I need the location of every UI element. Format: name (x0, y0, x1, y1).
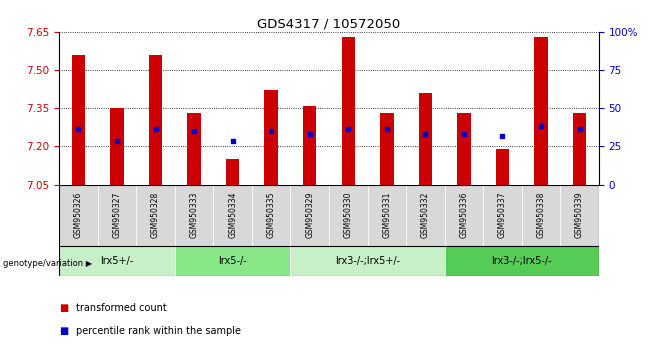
Text: GSM950338: GSM950338 (536, 192, 545, 238)
Text: GSM950334: GSM950334 (228, 192, 237, 238)
Bar (98, 184, 136, 246)
Bar (368, 184, 406, 246)
Bar (329, 184, 368, 246)
Text: GSM950330: GSM950330 (343, 192, 353, 238)
Bar (560, 184, 599, 246)
Bar (303, 105, 316, 184)
Bar (175, 184, 213, 246)
Text: GSM950328: GSM950328 (151, 192, 160, 238)
Text: GSM950336: GSM950336 (459, 192, 468, 238)
Text: GSM950337: GSM950337 (498, 192, 507, 238)
Bar (290, 246, 445, 276)
Bar (445, 246, 599, 276)
Bar (213, 184, 252, 246)
Bar (265, 90, 278, 184)
Text: lrx5-/-: lrx5-/- (218, 256, 247, 266)
Bar (380, 113, 393, 184)
Bar (252, 184, 290, 246)
Text: GSM950335: GSM950335 (266, 192, 276, 238)
Bar (495, 149, 509, 184)
Bar (136, 184, 175, 246)
Bar (522, 184, 560, 246)
Bar (445, 184, 483, 246)
Text: genotype/variation ▶: genotype/variation ▶ (3, 259, 93, 268)
Text: lrx3-/-;lrx5+/-: lrx3-/-;lrx5+/- (335, 256, 400, 266)
Bar (457, 113, 470, 184)
Text: ■: ■ (59, 326, 68, 336)
Bar (188, 113, 201, 184)
Bar (59, 184, 98, 246)
Bar (226, 159, 240, 184)
Text: transformed count: transformed count (76, 303, 166, 313)
Text: lrx5+/-: lrx5+/- (101, 256, 134, 266)
Bar (175, 246, 290, 276)
Text: percentile rank within the sample: percentile rank within the sample (76, 326, 241, 336)
Text: GSM950333: GSM950333 (190, 192, 199, 238)
Bar (342, 37, 355, 184)
Bar (72, 55, 86, 184)
Text: GSM950326: GSM950326 (74, 192, 83, 238)
Text: lrx3-/-;lrx5-/-: lrx3-/-;lrx5-/- (492, 256, 552, 266)
Bar (59, 246, 175, 276)
Text: GSM950331: GSM950331 (382, 192, 392, 238)
Bar (534, 37, 547, 184)
Text: GSM950329: GSM950329 (305, 192, 315, 238)
Text: GSM950327: GSM950327 (113, 192, 122, 238)
Text: GSM950339: GSM950339 (575, 192, 584, 238)
Bar (290, 184, 329, 246)
Text: GSM950332: GSM950332 (421, 192, 430, 238)
Bar (483, 184, 522, 246)
Bar (406, 184, 445, 246)
Bar (149, 55, 163, 184)
Bar (572, 113, 586, 184)
Bar (418, 93, 432, 184)
Text: ■: ■ (59, 303, 68, 313)
Title: GDS4317 / 10572050: GDS4317 / 10572050 (257, 18, 401, 31)
Bar (111, 108, 124, 184)
